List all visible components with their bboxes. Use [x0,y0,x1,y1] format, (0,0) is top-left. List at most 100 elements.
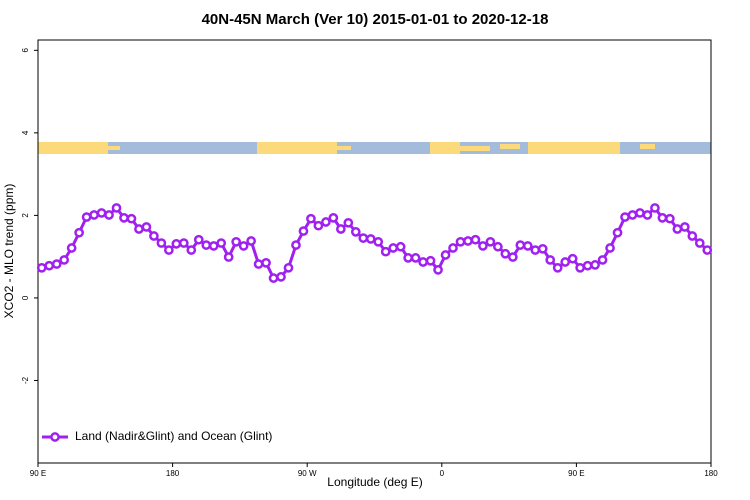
data-point [89,210,99,220]
data-point [679,222,690,232]
data-point [702,245,713,255]
chart-title: 40N-45N March (Ver 10) 2015-01-01 to 202… [202,11,549,28]
data-point [156,238,167,248]
data-point [246,236,256,246]
data-point [395,241,406,252]
data-point [223,252,234,262]
data-point [343,217,354,228]
data-point [186,245,197,255]
data-point [380,246,391,257]
legend-marker [50,432,60,442]
data-point [530,245,541,255]
x-tick-label: 90 W [298,469,317,478]
data-point [515,240,526,250]
data-point [552,262,563,273]
data-point [306,213,316,224]
data-point [650,203,660,213]
data-point [582,260,593,271]
data-point [620,212,630,222]
data-point [478,241,488,251]
y-tick-label: 6 [21,48,30,53]
x-tick-label: 90 E [568,469,584,478]
x-axis-label: Longitude (deg E) [327,475,422,489]
data-point [74,227,84,238]
data-point [253,259,264,269]
data-point [418,257,428,267]
x-tick-label: 90 E [30,469,46,478]
data-point [193,234,204,245]
data-point [216,238,227,248]
data-point [440,250,451,260]
data-point [560,257,571,267]
data-point [500,248,511,259]
data-point [455,236,466,247]
data-point [231,236,242,247]
data-point [350,227,361,237]
data-point [597,255,608,265]
data-point [111,203,122,213]
data-point [365,234,376,244]
data-point [403,253,413,263]
data-point [119,213,129,223]
data-point [164,245,174,255]
data-point [81,212,92,222]
data-point [373,236,384,247]
data-point [567,253,578,264]
x-tick-label: 180 [704,469,718,478]
data-point [171,239,182,249]
data-point [627,210,638,220]
data-point [141,222,152,232]
data-point [44,260,55,271]
data-point [575,262,585,273]
data-point [96,208,107,218]
data-point [590,260,600,270]
data-point [665,213,675,224]
data-point [208,241,219,251]
y-tick-label: 0 [21,295,30,300]
data-point [635,208,645,218]
data-point [358,233,369,243]
data-point [126,213,137,224]
y-tick-label: 4 [21,130,30,135]
data-point [283,262,294,273]
x-tick-label: 0 [440,469,445,478]
data-point [261,257,271,268]
data-point [51,259,62,269]
data-point [388,243,399,253]
data-point [36,262,47,273]
data-point [291,240,301,250]
data-point [687,231,698,241]
data-point [612,227,623,238]
data-point [522,241,533,251]
data-point [321,217,331,227]
data-point [485,236,496,247]
land-ocean-strip [38,142,711,154]
data-point [201,240,212,250]
data-point [328,213,339,223]
data-point [694,238,705,248]
data-point [134,224,144,234]
data-point [425,255,436,266]
data-point [657,213,668,223]
data-point [605,243,615,253]
data-point [493,241,503,252]
data-point [507,252,518,262]
y-tick-label: 2 [21,213,30,218]
data-point [104,210,114,220]
legend-label: Land (Nadir&Glint) and Ocean (Glint) [75,429,272,443]
data-point [463,236,473,246]
data-point [298,226,309,236]
x-tick-label: 180 [166,469,180,478]
data-point [238,241,249,251]
data-point [672,224,683,234]
data-point [313,220,324,231]
data-point [276,272,286,282]
y-tick-label: -2 [21,376,30,384]
data-point [178,238,189,248]
data-point [336,224,346,234]
data-point [448,243,458,253]
data-point [268,273,279,283]
data-point [410,253,421,263]
data-point [545,255,556,265]
